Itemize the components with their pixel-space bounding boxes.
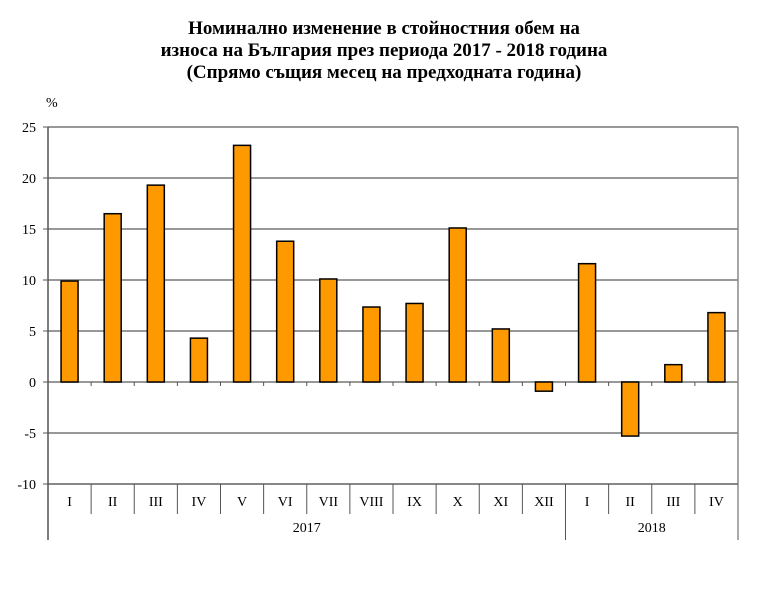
bar-II-1	[103, 212, 122, 383]
bar-X-9	[448, 227, 467, 383]
category-label: V	[237, 495, 247, 510]
y-tick-label: 0	[29, 376, 36, 391]
category-label: X	[453, 495, 463, 510]
bar-XI-10	[491, 328, 511, 383]
category-label: IV	[192, 495, 207, 510]
category-label: XII	[534, 495, 554, 510]
category-label: III	[149, 495, 163, 510]
bar-I-12	[577, 262, 597, 383]
bar-III-2	[146, 184, 166, 383]
category-label: I	[67, 495, 72, 510]
year-label-2018: 2018	[638, 521, 666, 536]
chart-title-line-2: износа на България през периода 2017 - 2…	[160, 40, 608, 61]
y-tick-label: -10	[17, 478, 36, 493]
bar-I-0	[60, 280, 79, 383]
bar-IX-8	[405, 302, 424, 383]
chart-title-line-3: (Спрямо същия месец на предходната годин…	[186, 62, 582, 83]
bar-VI-5	[275, 240, 295, 383]
y-tick-label: 10	[22, 274, 36, 289]
bar-III-14	[664, 363, 683, 383]
y-tick-label: 15	[22, 223, 36, 238]
bar-II-13	[620, 381, 640, 437]
bar-VII-6	[319, 278, 338, 383]
y-tick-label: -5	[24, 427, 36, 442]
year-label-2017: 2017	[293, 521, 321, 536]
category-label: I	[585, 495, 590, 510]
category-label: VIII	[359, 495, 383, 510]
category-label: VII	[319, 495, 339, 510]
y-tick-label: 20	[22, 172, 36, 187]
category-label: III	[666, 495, 680, 510]
category-label: XI	[493, 495, 508, 510]
bar-VIII-7	[362, 306, 381, 383]
category-label: II	[108, 495, 118, 510]
chart-title-line-1: Номинално изменение в стойностния обем н…	[188, 18, 580, 39]
y-tick-label: 5	[29, 325, 36, 340]
category-label: IV	[709, 495, 724, 510]
y-axis-unit-label: %	[46, 96, 58, 111]
category-label: IX	[407, 495, 422, 510]
bar-XII-11	[534, 381, 554, 392]
category-label: VI	[278, 495, 293, 510]
y-tick-label: 25	[22, 121, 36, 136]
bar-V-4	[232, 144, 252, 383]
bar-IV-3	[189, 337, 209, 383]
category-label: II	[626, 495, 636, 510]
bar-IV-15	[707, 311, 726, 383]
